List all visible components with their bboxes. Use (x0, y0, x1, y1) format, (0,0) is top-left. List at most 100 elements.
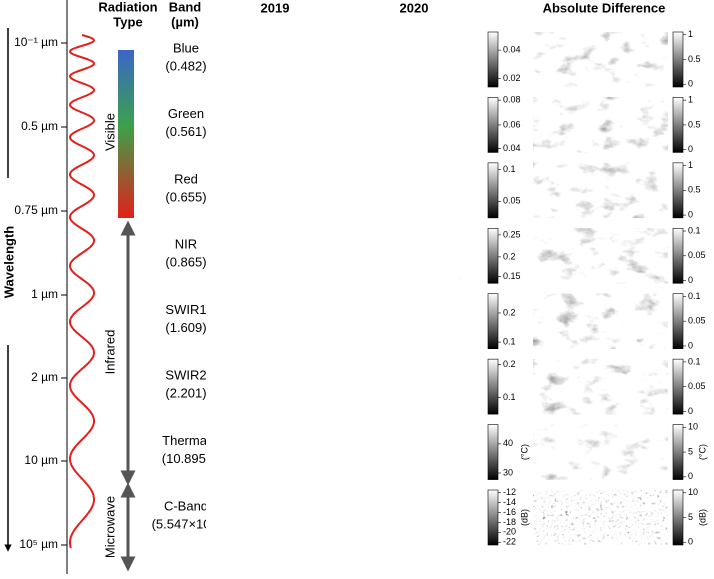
axis-tick-label: 2 µm (31, 370, 58, 384)
axis-tick-label: 1 µm (31, 287, 58, 301)
column-header: Absolute Difference (543, 0, 666, 15)
colorbar (487, 424, 499, 480)
colorbar-label: 0.05 (503, 196, 521, 206)
colorbar-label: 0.05 (688, 316, 706, 326)
difference-image (533, 97, 668, 153)
satellite-image (206, 359, 343, 415)
band-wavelength: (5.547×10⁴) (152, 516, 221, 531)
colorbar-label: 0.1 (503, 164, 516, 174)
colorbar (672, 31, 684, 88)
colorbar-label: 0 (688, 537, 693, 547)
column-header: 2020 (400, 0, 429, 15)
colorbar-label: 10 (688, 487, 698, 497)
band-wavelength: (0.655) (165, 189, 206, 204)
colorbar (672, 424, 684, 480)
axis-label: Wavelength (1, 226, 16, 299)
colorbar-label: -22 (503, 537, 516, 547)
satellite-image (345, 293, 483, 349)
band-name: Blue (173, 40, 199, 55)
colorbar-label: 0.2 (503, 307, 516, 317)
satellite-image (345, 162, 483, 218)
colorbar-label: 0.2 (503, 359, 516, 369)
satellite-image (206, 228, 343, 284)
colorbar-label: 10 (688, 422, 698, 432)
satellite-image (345, 32, 483, 87)
band-wavelength: (1.609) (165, 320, 206, 335)
difference-image (533, 32, 668, 87)
colorbar-label: 0.15 (503, 271, 521, 281)
difference-image (533, 162, 668, 218)
satellite-image (206, 32, 343, 87)
visible-bar (118, 50, 134, 218)
axis-tick-label: 0.5 µm (21, 119, 58, 133)
colorbar (487, 489, 499, 546)
band-name: Thermal (162, 433, 210, 448)
band-name: Green (168, 106, 204, 121)
colorbar-label: 0.06 (503, 119, 521, 129)
colorbar-label: 5 (688, 446, 693, 456)
colorbar (672, 358, 684, 415)
colorbar (672, 97, 684, 153)
band-name: Red (174, 171, 198, 186)
difference-image (533, 424, 668, 480)
band-wavelength: (0.561) (165, 124, 206, 139)
colorbar (487, 97, 499, 153)
header: Radiation (98, 0, 157, 14)
colorbar-label: 0.25 (503, 229, 521, 239)
colorbar-label: 0.1 (688, 225, 701, 235)
header: Band (169, 0, 202, 14)
band-wavelength: (0.865) (165, 255, 206, 270)
colorbar-label: -16 (503, 507, 516, 517)
band-name: NIR (175, 237, 197, 252)
colorbar-label: -12 (503, 487, 516, 497)
colorbar-label: 0 (688, 144, 693, 154)
band-name: SWIR2 (165, 368, 206, 383)
column-header: 2019 (261, 0, 290, 15)
satellite-image (206, 97, 343, 153)
colorbar-label: 0.1 (503, 336, 516, 346)
colorbar-label: 0.04 (503, 45, 521, 55)
satellite-image (345, 424, 483, 480)
colorbar-label: 0.05 (688, 381, 706, 391)
colorbar-label: 5 (688, 512, 693, 522)
axis-tick-label: 10 µm (24, 453, 58, 467)
colorbar-label: 0.2 (503, 251, 516, 261)
colorbar (487, 162, 499, 219)
header: (µm) (171, 14, 199, 29)
colorbar (487, 293, 499, 350)
colorbar-label: 0.08 (503, 95, 521, 105)
satellite-image (345, 97, 483, 153)
colorbar-label: 0.1 (503, 392, 516, 402)
colorbar-label: 0.1 (688, 356, 701, 366)
colorbar-label: 0 (688, 275, 693, 285)
difference-image (533, 293, 668, 349)
colorbar-label: 0.5 (688, 119, 701, 129)
colorbar-label: 1 (688, 95, 693, 105)
colorbar-unit: (°C) (697, 444, 707, 460)
colorbar-label: 0.04 (503, 143, 521, 153)
colorbar-unit: (°C) (519, 444, 529, 460)
colorbar-label: 0 (688, 471, 693, 481)
colorbar (672, 489, 684, 546)
colorbar (672, 227, 684, 284)
type-label: Visible (102, 113, 117, 151)
difference-image (533, 228, 668, 284)
colorbar-label: 1 (688, 160, 693, 170)
band-wavelength: (2.201) (165, 386, 206, 401)
wave (68, 34, 96, 549)
satellite-image (206, 424, 343, 480)
type-label: Infrared (102, 330, 117, 375)
satellite-image (206, 490, 343, 545)
band-wavelength: (0.482) (165, 58, 206, 73)
type-label: Microwave (102, 496, 117, 558)
colorbar (487, 358, 499, 415)
colorbar-label: 40 (503, 438, 513, 448)
colorbar-label: 0.1 (688, 291, 701, 301)
satellite-image (345, 359, 483, 415)
colorbar-label: 0.5 (688, 185, 701, 195)
band-name: SWIR1 (165, 302, 206, 317)
colorbar-label: -20 (503, 527, 516, 537)
satellite-image (206, 293, 343, 349)
band-name: C-Band (164, 498, 208, 513)
